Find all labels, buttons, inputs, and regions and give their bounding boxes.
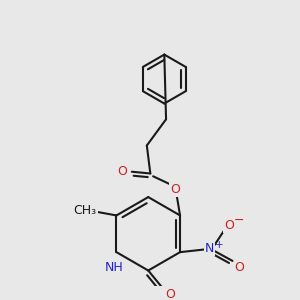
Text: +: + (215, 240, 224, 250)
Text: CH₃: CH₃ (74, 204, 97, 217)
Text: O: O (235, 261, 244, 274)
Text: O: O (117, 164, 127, 178)
Text: −: − (233, 214, 244, 227)
Text: O: O (170, 183, 180, 196)
Text: N: N (205, 242, 214, 255)
Text: NH: NH (104, 261, 123, 274)
Text: O: O (224, 219, 234, 232)
Text: O: O (165, 289, 175, 300)
